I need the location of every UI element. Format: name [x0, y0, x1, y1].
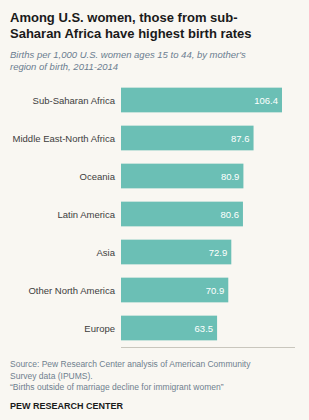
category-label: Europe — [84, 323, 115, 334]
page: Among U.S. women, those from sub- Sahara… — [0, 0, 309, 420]
source-note: Source: Pew Research Center analysis of … — [10, 359, 299, 393]
category-label: Other North America — [28, 285, 115, 296]
bar — [121, 316, 217, 341]
data-label: 80.9 — [221, 171, 240, 182]
subtitle: Births per 1,000 U.S. women ages 15 to 4… — [10, 49, 299, 74]
data-label: 63.5 — [195, 323, 214, 334]
bar — [121, 202, 243, 227]
data-label: 87.6 — [231, 133, 250, 144]
category-label: Latin America — [57, 209, 115, 220]
bar — [121, 278, 228, 303]
bar — [121, 126, 254, 151]
chart-area: Sub-Saharan Africa 106.4 Middle East-North… — [10, 77, 299, 355]
bar — [121, 164, 243, 189]
category-label: Oceania — [80, 171, 116, 182]
data-label: 80.6 — [220, 209, 239, 220]
category-label: Asia — [97, 247, 116, 258]
bar — [121, 88, 282, 113]
x-axis-line — [121, 347, 295, 348]
category-label: Middle East-North Africa — [13, 133, 116, 144]
footer: PEW RESEARCH CENTER — [10, 400, 299, 412]
category-label: Sub-Saharan Africa — [33, 95, 116, 106]
data-label: 70.9 — [206, 285, 225, 296]
title: Among U.S. women, those from sub- Sahara… — [10, 10, 299, 43]
bars — [121, 88, 282, 341]
notes: Source: Pew Research Center analysis of … — [10, 355, 299, 412]
data-label: 72.9 — [209, 247, 228, 258]
bar — [121, 240, 231, 265]
data-label: 106.4 — [254, 95, 278, 106]
labels: Sub-Saharan Africa 106.4 Middle East-North… — [13, 95, 278, 334]
chart-svg: Sub-Saharan Africa 106.4 Middle East-North… — [10, 77, 299, 355]
